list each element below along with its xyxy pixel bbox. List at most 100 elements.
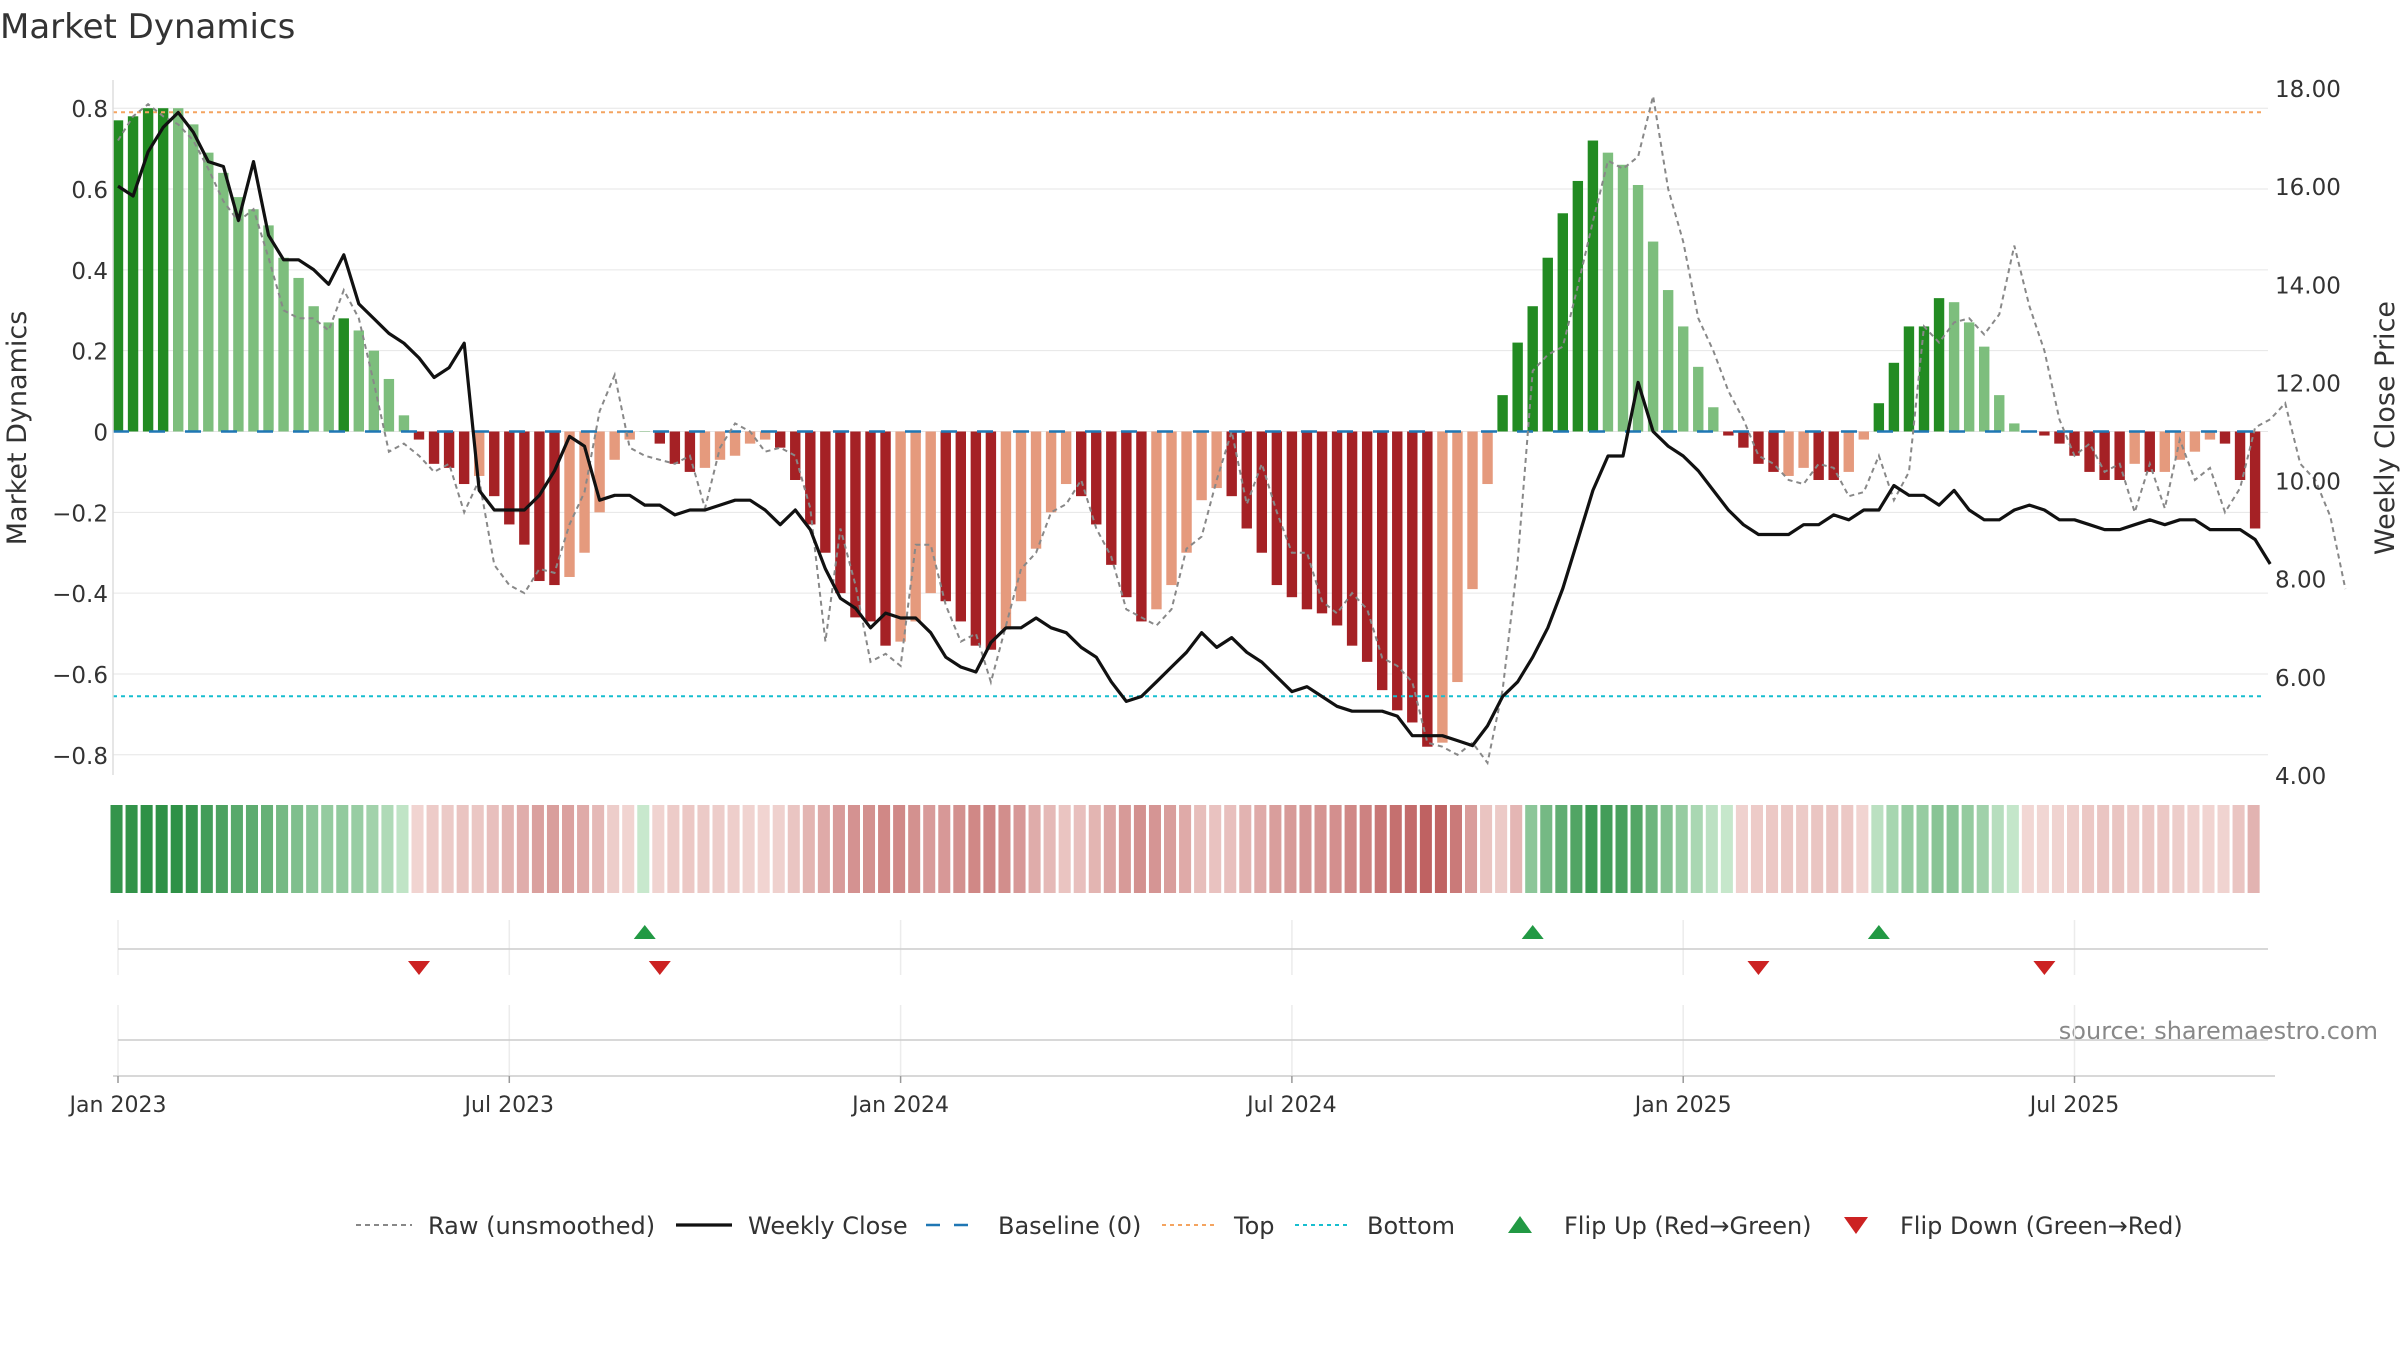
regime-strip-cell: [757, 805, 770, 893]
regime-strip-cell: [1976, 805, 1989, 893]
regime-strip-cell: [2142, 805, 2155, 893]
regime-strip-cell: [697, 805, 710, 893]
regime-strip-cell: [1811, 805, 1824, 893]
dynamics-bar: [2099, 431, 2110, 480]
regime-strip-cell: [1419, 805, 1432, 893]
regime-strip-cell: [456, 805, 469, 893]
dynamics-bar: [985, 431, 997, 650]
regime-strip-cell: [1434, 805, 1447, 893]
dynamics-bar: [1316, 431, 1328, 614]
dynamics-bar: [1858, 431, 1869, 440]
dynamics-bar: [489, 431, 500, 497]
regime-strip-cell: [396, 805, 409, 893]
regime-strip-cell: [1254, 805, 1267, 893]
dynamics-bar: [1467, 431, 1478, 590]
dynamics-bar: [1768, 431, 1779, 472]
dynamics-bar: [2159, 431, 2170, 472]
regime-strip-cell: [1299, 805, 1312, 893]
dynamics-bar: [2204, 431, 2216, 440]
regime-strip-cell: [622, 805, 635, 893]
dynamics-bar: [173, 108, 184, 432]
dynamics-bar: [2084, 431, 2095, 472]
regime-strip-cell: [652, 805, 665, 893]
dynamics-bar: [820, 431, 831, 553]
dynamics-bar: [1136, 431, 1147, 622]
dynamics-bar: [308, 306, 319, 432]
regime-strip-cell: [1013, 805, 1026, 893]
dynamics-bar: [1693, 366, 1704, 432]
regime-strip-cell: [1179, 805, 1192, 893]
regime-strip-cell: [1645, 805, 1658, 893]
regime-strip-cell: [411, 805, 424, 893]
regime-strip-cell: [531, 805, 544, 893]
dynamics-bar: [684, 431, 696, 472]
regime-strip-cell: [2051, 805, 2064, 893]
dynamics-bar: [1617, 164, 1629, 432]
y-tick-label-left: −0.6: [52, 663, 108, 689]
dynamics-bar: [1948, 302, 1960, 432]
regime-strip-cell: [1826, 805, 1839, 893]
dynamics-bar: [1091, 431, 1102, 525]
dynamics-bar: [323, 322, 334, 432]
legend-swatch-flip-up: [1508, 1216, 1532, 1233]
dynamics-bar: [458, 431, 470, 485]
regime-strip-cell: [1164, 805, 1177, 893]
dynamics-bar: [1482, 431, 1493, 485]
regime-strip-cell: [938, 805, 951, 893]
dynamics-bar: [1933, 298, 1945, 432]
regime-strip-cell: [1615, 805, 1628, 893]
dynamics-bar: [263, 225, 274, 432]
regime-strip-cell: [998, 805, 1011, 893]
y-tick-label-left: −0.8: [52, 744, 108, 770]
dynamics-bar: [865, 431, 876, 622]
x-tick-label: Jan 2024: [850, 1093, 949, 1118]
regime-strip-cell: [2021, 805, 2034, 893]
dynamics-bar: [1678, 326, 1689, 432]
regime-strip-cell: [1961, 805, 1974, 893]
dynamics-bar: [1437, 431, 1448, 743]
dynamics-bar: [2219, 431, 2231, 444]
dynamics-bar: [835, 431, 846, 594]
dynamics-bar: [504, 431, 515, 525]
y-tick-label-right: 8.00: [2275, 568, 2326, 594]
y-tick-label-left: 0.8: [71, 97, 108, 123]
dynamics-bar: [142, 108, 154, 432]
regime-strip-cell: [1359, 805, 1372, 893]
dynamics-bar: [1828, 431, 1839, 480]
x-tick-label: Jul 2025: [2028, 1093, 2120, 1118]
regime-strip-cell: [1404, 805, 1417, 893]
dynamics-bar: [1422, 431, 1433, 747]
y-tick-label-left: 0: [93, 421, 108, 447]
dynamics-bar: [775, 431, 786, 448]
regime-strip-cell: [1675, 805, 1688, 893]
regime-strip: [110, 805, 2260, 893]
y-tick-label-right: 4.00: [2275, 764, 2326, 790]
regime-strip-cell: [2127, 805, 2140, 893]
regime-strip-cell: [682, 805, 695, 893]
dynamics-bar: [1813, 431, 1824, 480]
flip-up-marker: [633, 925, 656, 939]
dynamics-bar: [1271, 431, 1283, 586]
regime-strip-cell: [908, 805, 921, 893]
y-tick-label-right: 10.00: [2275, 470, 2341, 496]
dynamics-bar: [1286, 431, 1298, 598]
regime-strip-cell: [230, 805, 243, 893]
regime-strip-cell: [1224, 805, 1237, 893]
regime-strip-cell: [1735, 805, 1748, 893]
regime-strip-cell: [1194, 805, 1207, 893]
regime-strip-cell: [1781, 805, 1794, 893]
dynamics-bar: [127, 116, 139, 432]
regime-strip-cell: [1991, 805, 2004, 893]
dynamics-bar: [443, 431, 455, 468]
dynamics-bar: [714, 431, 726, 460]
regime-strip-cell: [215, 805, 228, 893]
regime-strip-cell: [787, 805, 800, 893]
regime-strip-cell: [742, 805, 755, 893]
dynamics-bar: [218, 172, 229, 432]
axes: 0.8 0.6 0.4 0.2 0 −0.2 −0.4 −0.6 −0.8 18.00 16.00 1…: [52, 77, 2341, 1118]
regime-strip-cell: [1931, 805, 1944, 893]
dynamics-bar: [383, 378, 395, 432]
regime-strip-cell: [321, 805, 334, 893]
dynamics-bar: [1888, 362, 1900, 432]
dynamics-bar: [157, 108, 169, 432]
